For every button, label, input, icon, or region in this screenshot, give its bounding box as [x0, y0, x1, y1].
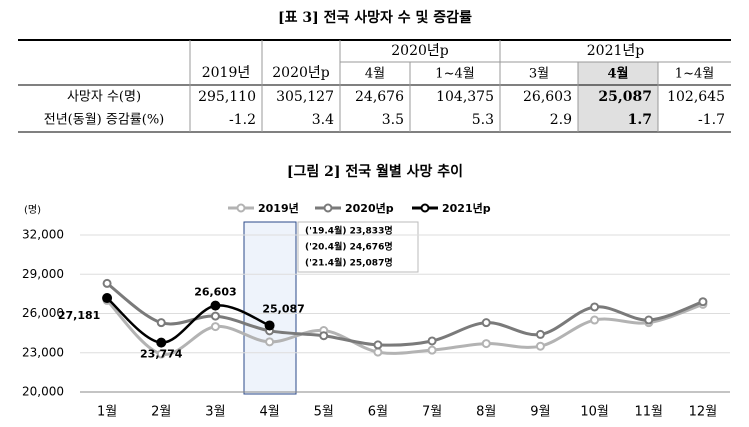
- point: [535, 329, 545, 339]
- header-cell: 2019년: [202, 65, 251, 81]
- point: [590, 315, 600, 325]
- cell: 295,110: [198, 89, 256, 105]
- cell: 2.9: [550, 112, 572, 128]
- x-tick-label: 10월: [580, 405, 609, 420]
- point: [698, 297, 708, 307]
- cell: -1.2: [229, 112, 256, 128]
- cell: 24,676: [355, 89, 404, 105]
- y-tick-label: 29,000: [22, 267, 64, 281]
- data-label: 27,181: [58, 309, 100, 322]
- header-cell: 1~4월: [675, 67, 714, 82]
- cell: -1.7: [698, 112, 725, 128]
- y-tick-label: 20,000: [22, 385, 64, 399]
- point: [644, 315, 654, 325]
- point: [102, 278, 112, 288]
- point: [373, 347, 383, 357]
- cell: 26,603: [523, 89, 572, 105]
- y-tick-label: 26,000: [22, 306, 64, 320]
- data-label: 25,087: [262, 302, 304, 315]
- header-cell: 4월: [607, 66, 628, 82]
- legend-label: 2019년: [258, 201, 299, 215]
- point: [156, 318, 166, 328]
- x-tick-label: 7월: [422, 405, 442, 420]
- point: [265, 337, 275, 347]
- point: [156, 349, 166, 359]
- chart-title: [그림 2] 전국 월별 사망 추이: [287, 163, 463, 180]
- x-tick-label: 9월: [530, 405, 550, 420]
- point: [427, 345, 437, 355]
- row-label: 사망자 수(명): [67, 90, 141, 105]
- point: [210, 311, 220, 321]
- annotation: ('20.4월) 24,676명: [305, 241, 393, 253]
- legend-marker: [236, 203, 246, 213]
- point: [590, 302, 600, 312]
- point: [535, 341, 545, 351]
- data-label: 23,774: [140, 348, 183, 361]
- x-tick-label: 1월: [97, 405, 117, 420]
- data-label: 26,603: [194, 286, 236, 299]
- y-unit: (명): [24, 204, 41, 216]
- point: [373, 340, 383, 350]
- x-tick-label: 3월: [205, 405, 225, 420]
- cell: 5.3: [472, 112, 494, 128]
- annotation: ('19.4월) 23,833명: [305, 225, 393, 237]
- point: [481, 318, 491, 328]
- legend-marker: [420, 203, 430, 213]
- point: [319, 331, 329, 341]
- header-cell: 2020년p: [272, 65, 330, 81]
- cell: 305,127: [276, 89, 334, 105]
- header-cell: 1~4월: [435, 67, 474, 82]
- x-tick-label: 11월: [634, 405, 663, 420]
- cell: 1.7: [628, 112, 652, 128]
- x-tick-label: 12월: [689, 405, 718, 420]
- point: [156, 337, 167, 348]
- y-tick-label: 23,000: [22, 345, 64, 359]
- row-label: 전년(동월) 증감률(%): [44, 113, 165, 128]
- cell: 25,087: [598, 89, 652, 105]
- legend-label: 2021년p: [442, 201, 491, 215]
- table-title: [표 3] 전국 사망자 수 및 증감률: [278, 9, 472, 26]
- x-tick-label: 8월: [476, 405, 496, 420]
- highlight-box: [243, 221, 297, 395]
- point: [264, 320, 275, 331]
- shaded-cell: [578, 62, 658, 132]
- header-cell: 2021년p: [587, 43, 645, 59]
- annotation: ('21.4월) 25,087명: [305, 257, 393, 269]
- x-tick-label: 4월: [259, 405, 279, 420]
- point: [481, 339, 491, 349]
- cell: 102,645: [667, 89, 725, 105]
- cell: 104,375: [436, 89, 494, 105]
- point: [210, 322, 220, 332]
- cell: 3.5: [382, 112, 404, 128]
- header-cell: 2020년p: [391, 43, 449, 59]
- point: [427, 336, 437, 346]
- x-tick-label: 5월: [314, 405, 334, 420]
- annotation-box: [297, 221, 419, 273]
- header-cell: 3월: [529, 67, 549, 82]
- x-tick-label: 6월: [368, 405, 388, 420]
- point: [210, 300, 221, 311]
- legend-marker: [323, 203, 333, 213]
- point: [102, 293, 113, 304]
- cell: 3.4: [312, 112, 334, 128]
- x-tick-label: 2월: [151, 405, 171, 420]
- series-line: [106, 297, 271, 344]
- header-cell: 4월: [365, 67, 385, 82]
- y-tick-label: 32,000: [22, 228, 64, 242]
- legend-label: 2020년p: [345, 201, 394, 215]
